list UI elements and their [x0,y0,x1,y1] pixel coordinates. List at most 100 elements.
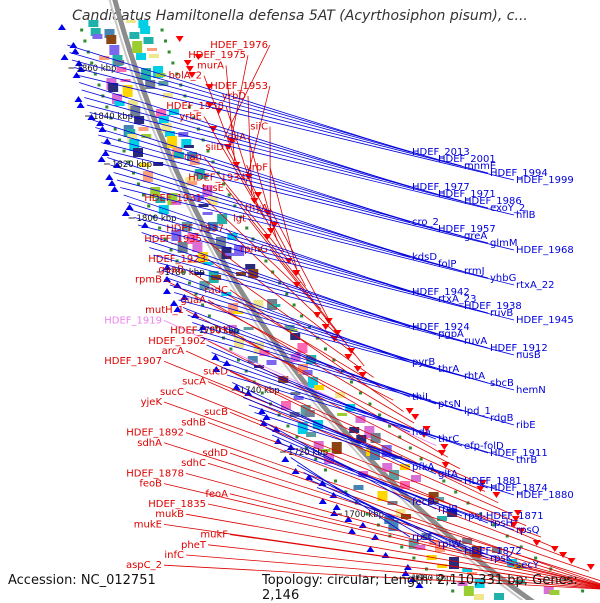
gc-track-dot [324,348,327,351]
gc-track-dot [158,227,161,230]
feature-block [138,127,148,131]
forward-gene-arrow [587,564,595,570]
gc-track-dot [420,458,423,461]
reverse-gene-label: HDEF_1968 [516,245,574,256]
reverse-gene-label: lpd_1 [464,406,491,417]
forward-gene-label: HDEF_1919 [104,315,162,326]
forward-gene-label: yrbF [246,162,268,173]
gc-track-dot [300,315,303,318]
feature-block [203,212,213,215]
reverse-gene-label: HDEF_1999 [516,175,574,186]
forward-gene-label: arcA [162,346,185,357]
feature-block [140,26,150,34]
feature-block [370,450,380,460]
reverse-gene-label: HDEF_1880 [516,490,574,501]
forward-gene-arrow [354,366,362,372]
reverse-gene-arrow [111,186,119,192]
forward-gene-label: feoA [205,489,228,500]
feature-block [356,416,366,423]
gc-track-dot [188,282,191,285]
feature-block [245,264,255,269]
forward-gene-label: bolA_2 [169,71,202,82]
reverse-gene-label: ruvB [490,308,513,319]
feature-block [387,501,397,505]
gc-track-dot [98,84,101,87]
reverse-gene-label: sbcB [490,378,514,389]
feature-block [88,20,98,27]
reverse-gene-arrow [77,102,85,108]
forward-gene-label: sdhD [202,448,228,459]
gc-track-dot [105,106,108,109]
gc-track-dot [286,425,289,428]
reverse-gene-arrow [163,288,171,294]
feature-block [267,360,277,365]
feature-block [133,148,143,157]
reverse-gene-arrow [108,180,116,186]
forward-gene-label: HDEF_1907 [104,356,162,367]
gc-track-dot [293,304,296,307]
gc-track-dot [334,480,337,483]
feature-block [233,311,243,314]
reverse-gene-arrow [74,96,82,102]
reverse-gene-label: thrC [438,434,459,445]
feature-block [290,333,300,340]
forward-gene-label: aspC_2 [126,560,162,571]
forward-gene-label: rpmB [135,275,162,286]
gc-track-dot [164,40,167,43]
feature-block [109,45,119,55]
gc-track-dot [285,293,288,296]
accession-text: Accession: NC_012751 [8,573,156,588]
gc-track-dot [350,381,353,384]
gc-track-dot [229,348,232,351]
gc-track-dot [264,260,267,263]
reverse-gene-label: hemN [516,385,546,396]
feature-block [305,410,315,417]
forward-gene-label: sdhB [181,417,206,428]
forward-gene-label: yjeK [141,397,163,408]
feature-block [132,41,142,53]
reverse-gene-label: hflB [516,210,536,221]
reverse-gene-label: rpsQ [516,525,540,536]
reverse-gene-arrow [61,54,69,60]
reverse-gene-arrow [122,210,130,216]
reverse-gene-label: thrB [516,455,537,466]
gc-track-dot [123,150,126,153]
kbp-label: 1860 kbp [76,64,116,74]
gc-track-dot [454,491,457,494]
forward-gene-label: sucC [160,387,184,398]
reverse-gene-label: rpsK [490,553,513,564]
forward-leader-line [230,453,600,590]
feature-block [306,432,316,437]
forward-gene-label: infC [164,550,184,561]
feature-block [129,32,139,39]
forward-gene-label: sucB [204,407,228,418]
feature-block [92,34,102,39]
feature-block [184,145,194,148]
forward-gene-label: sucA [182,377,206,388]
forward-gene-arrow [176,36,184,42]
forward-gene-label: lgt [233,213,246,224]
forward-gene-label: pheT [181,540,207,551]
forward-gene-label: sdhC [181,458,206,469]
reverse-gene-arrow [105,174,113,180]
feature-block [136,53,146,60]
reverse-gene-label: nusB [516,350,541,361]
reverse-gene-arrow [126,204,134,210]
topology-text: Topology: circular; Length: 2,110,331 bp… [262,573,600,603]
feature-block [244,327,254,330]
gc-track-dot [245,227,248,230]
gc-track-dot [378,414,381,417]
feature-block [106,35,116,44]
forward-gene-label: feoB [139,479,162,490]
reverse-gene-label: secY [516,560,540,571]
gc-track-dot [324,469,327,472]
gc-track-dot [409,447,412,450]
reverse-gene-label: rtxA_22 [516,280,555,291]
gc-track-dot [83,40,86,43]
feature-block [297,343,307,353]
reverse-gene-arrow [348,528,356,534]
reverse-gene-label: ribE [516,420,536,431]
feature-block [303,370,313,375]
feature-block [144,37,154,44]
